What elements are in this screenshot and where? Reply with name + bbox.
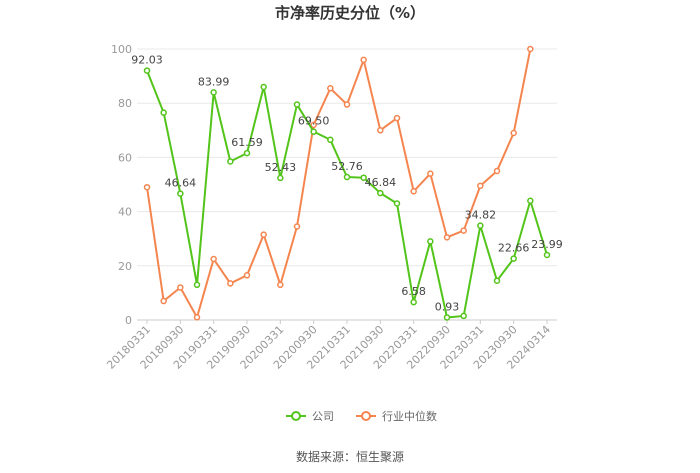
data-label: 34.82 — [465, 209, 497, 222]
data-point[interactable] — [327, 85, 334, 92]
y-tick-label: 0 — [125, 314, 132, 327]
data-point[interactable] — [393, 114, 401, 122]
data-point[interactable] — [510, 255, 517, 262]
y-tick-label: 40 — [118, 206, 132, 219]
data-label: 92.03 — [131, 54, 163, 67]
data-label: 83.99 — [198, 75, 230, 88]
data-point[interactable] — [293, 223, 301, 230]
y-tick-label: 80 — [118, 97, 132, 110]
data-point[interactable] — [327, 136, 334, 144]
data-point[interactable] — [393, 200, 401, 207]
legend-label: 公司 — [312, 410, 334, 423]
data-point[interactable] — [343, 101, 351, 108]
data-point[interactable] — [310, 121, 317, 129]
data-point[interactable] — [227, 158, 234, 165]
data-point[interactable] — [177, 284, 184, 291]
data-point[interactable] — [477, 222, 484, 229]
data-source: 数据来源：恒生聚源 — [296, 449, 404, 464]
data-point[interactable] — [193, 314, 201, 321]
data-point[interactable] — [410, 298, 417, 306]
data-point[interactable] — [443, 234, 451, 241]
y-tick-label: 20 — [118, 260, 132, 273]
data-label: 52.43 — [265, 161, 297, 174]
data-label: 6.58 — [401, 285, 426, 298]
data-point[interactable] — [177, 190, 184, 197]
data-point[interactable] — [243, 149, 251, 157]
data-point[interactable] — [527, 45, 534, 53]
data-point[interactable] — [343, 173, 351, 181]
data-point[interactable] — [477, 182, 484, 190]
data-point[interactable] — [493, 167, 501, 175]
data-point[interactable] — [210, 255, 217, 263]
data-point[interactable] — [360, 174, 367, 181]
legend-swatch-marker — [291, 411, 301, 421]
data-label: 0.93 — [435, 300, 460, 313]
data-point[interactable] — [460, 312, 467, 320]
data-point[interactable] — [277, 281, 284, 289]
grid — [137, 48, 557, 267]
data-label: 22.66 — [498, 242, 530, 255]
chart-title: 市净率历史分位（%） — [275, 4, 425, 22]
data-point[interactable] — [260, 231, 267, 238]
data-point[interactable] — [260, 83, 267, 91]
data-point[interactable] — [527, 197, 534, 205]
data-point[interactable] — [427, 170, 434, 177]
data-label: 46.84 — [365, 176, 397, 189]
data-point[interactable] — [443, 314, 451, 321]
y-tick-label: 60 — [118, 151, 132, 164]
data-label: 61.59 — [231, 136, 263, 149]
data-point[interactable] — [160, 109, 167, 116]
data-point[interactable] — [160, 297, 167, 305]
axes: 0204060801002018033120180930201903312019… — [104, 43, 557, 372]
data-point[interactable] — [543, 251, 551, 259]
data-point[interactable] — [243, 272, 251, 279]
data-point[interactable] — [427, 238, 434, 245]
data-point[interactable] — [143, 183, 151, 191]
data-point[interactable] — [410, 188, 417, 195]
y-tick-label: 100 — [111, 43, 132, 56]
data-label: 46.64 — [165, 177, 197, 190]
data-label: 69.50 — [298, 115, 330, 128]
data-point[interactable] — [227, 280, 234, 287]
data-point[interactable] — [510, 129, 517, 137]
legend-swatch-marker — [361, 411, 371, 421]
legend-item[interactable]: 行业中位数 — [356, 409, 437, 423]
legend-label: 行业中位数 — [382, 409, 437, 423]
data-point[interactable] — [377, 127, 384, 134]
series-line — [146, 48, 532, 319]
data-label: 23.99 — [531, 238, 563, 251]
series — [143, 45, 551, 321]
data-point[interactable] — [193, 281, 201, 289]
legend-item[interactable]: 公司 — [286, 410, 334, 423]
data-label: 52.76 — [331, 160, 363, 173]
data-point[interactable] — [377, 189, 384, 197]
data-point[interactable] — [360, 56, 367, 64]
data-point[interactable] — [493, 277, 501, 284]
data-point[interactable] — [143, 67, 151, 74]
data-point[interactable] — [210, 89, 217, 96]
data-point[interactable] — [460, 227, 467, 234]
data-point[interactable] — [293, 101, 301, 108]
data-point[interactable] — [277, 174, 284, 182]
data-point[interactable] — [310, 128, 317, 135]
legend[interactable]: 公司 行业中位数 — [286, 409, 437, 423]
